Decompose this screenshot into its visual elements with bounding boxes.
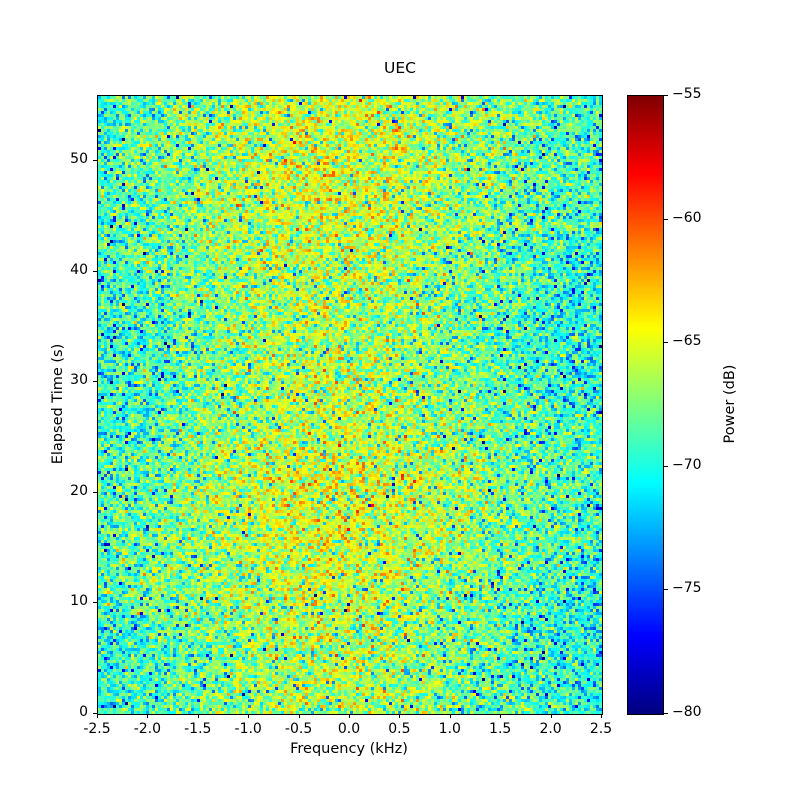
- x-tick-label: 0.0: [337, 721, 361, 737]
- x-tick-mark: [299, 714, 300, 718]
- x-tick-mark: [450, 714, 451, 718]
- x-tick-mark: [500, 714, 501, 718]
- colorbar-tick-label: −55: [672, 86, 702, 102]
- x-tick-mark: [248, 714, 249, 718]
- y-tick-label: 20: [70, 482, 88, 499]
- colorbar-tick-mark: [664, 342, 668, 343]
- y-tick-mark: [93, 381, 97, 382]
- x-tick-label: -0.5: [284, 721, 313, 737]
- x-tick-label: 2.5: [589, 721, 613, 737]
- x-tick-label: 1.5: [489, 721, 512, 737]
- colorbar-gradient: [628, 96, 663, 714]
- colorbar-tick-mark: [664, 95, 668, 96]
- y-tick-mark: [93, 492, 97, 493]
- x-tick-mark: [349, 714, 350, 718]
- y-tick-label: 50: [70, 151, 88, 168]
- colorbar-tick-mark: [664, 713, 668, 714]
- y-axis-label: Elapsed Time (s): [50, 343, 66, 465]
- x-tick-mark: [198, 714, 199, 718]
- x-tick-mark: [147, 714, 148, 718]
- colorbar-tick-mark: [664, 466, 668, 467]
- colorbar-tick-label: −60: [672, 209, 702, 226]
- x-tick-label: 2.0: [539, 721, 562, 737]
- x-tick-label: -1.5: [184, 721, 212, 737]
- y-tick-mark: [93, 602, 97, 603]
- spectrogram-plot-area: [97, 95, 603, 715]
- y-tick-label: 10: [70, 593, 88, 610]
- colorbar-tick-mark: [664, 589, 668, 590]
- colorbar-tick-mark: [664, 219, 668, 220]
- y-tick-mark: [93, 160, 97, 161]
- x-tick-mark: [551, 714, 552, 718]
- x-tick-mark: [601, 714, 602, 718]
- colorbar-tick-label: −75: [672, 580, 702, 597]
- spectrogram-image: [98, 96, 602, 714]
- y-tick-label: 40: [70, 261, 88, 278]
- title-station: UEC: [384, 59, 416, 77]
- y-tick-label: 0: [79, 704, 88, 720]
- colorbar-tick-label: −80: [672, 704, 702, 720]
- x-tick-label: 0.5: [388, 721, 411, 737]
- x-tick-mark: [399, 714, 400, 718]
- colorbar-tick-label: −65: [672, 333, 702, 350]
- colorbar-tick-label: −70: [672, 456, 702, 473]
- x-tick-mark: [97, 714, 98, 718]
- x-tick-label: -2.0: [133, 721, 162, 737]
- x-axis-label: Frequency (kHz): [290, 741, 408, 757]
- colorbar-label: Power (dB): [722, 364, 738, 444]
- x-tick-label: -1.0: [234, 721, 262, 737]
- y-tick-mark: [93, 713, 97, 714]
- x-tick-label: -2.5: [83, 721, 111, 737]
- x-tick-label: 1.0: [438, 721, 461, 737]
- y-tick-label: 30: [70, 372, 88, 389]
- y-tick-mark: [93, 271, 97, 272]
- colorbar: [627, 95, 664, 715]
